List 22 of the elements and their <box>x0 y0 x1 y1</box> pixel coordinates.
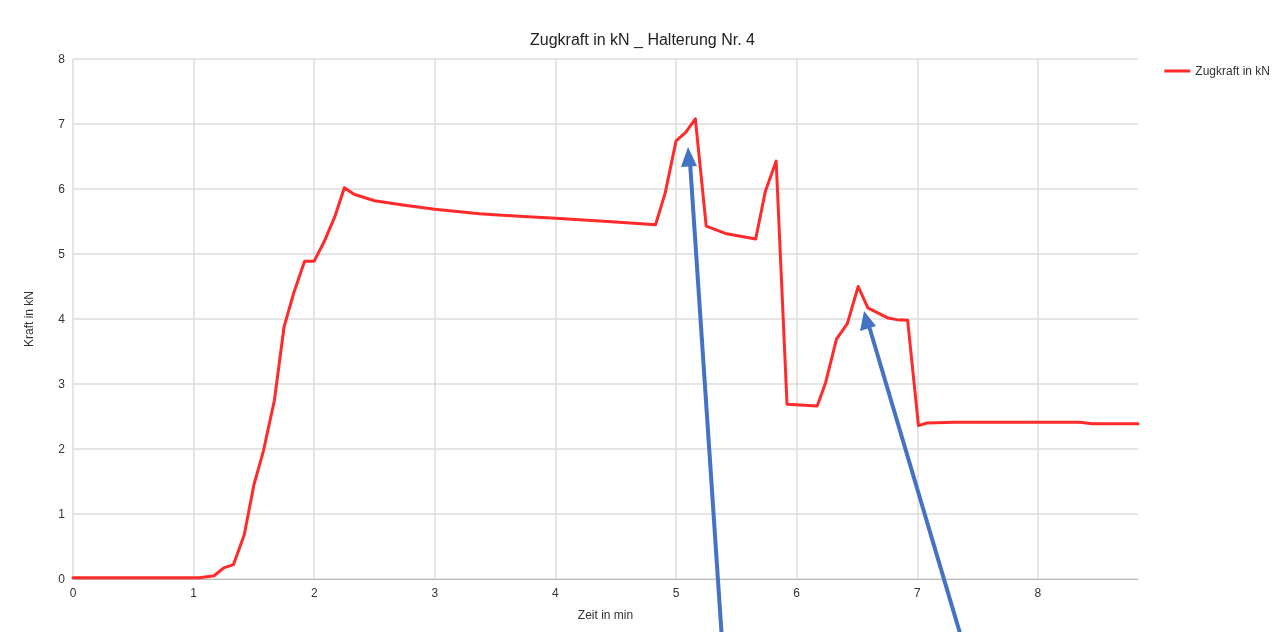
x-tick-label: 5 <box>672 586 680 600</box>
y-tick-label: 4 <box>58 312 66 326</box>
y-tick-label: 8 <box>58 52 66 66</box>
chart-title: Zugkraft in kN _ Halterung Nr. 4 <box>530 30 756 49</box>
legend-label: Zugkraft in kN <box>1195 64 1271 78</box>
x-tick-label: 6 <box>793 586 801 600</box>
y-tick-label: 6 <box>58 182 66 196</box>
x-tick-label: 8 <box>1034 586 1042 600</box>
x-tick-label: 3 <box>431 586 439 600</box>
y-tick-label: 5 <box>58 247 66 261</box>
y-tick-label: 7 <box>58 117 66 131</box>
y-axis-title: Kraft in kN <box>22 290 36 348</box>
y-tick-label: 0 <box>58 572 66 586</box>
y-tick-label: 1 <box>58 507 66 521</box>
x-tick-label: 1 <box>190 586 198 600</box>
x-tick-label: 2 <box>310 586 318 600</box>
y-tick-label: 2 <box>58 442 66 456</box>
y-tick-label: 3 <box>58 377 66 391</box>
x-tick-label: 7 <box>913 586 921 600</box>
x-tick-label: 4 <box>552 586 560 600</box>
x-tick-label: 0 <box>69 586 77 600</box>
x-axis-title: Zeit in min <box>577 608 634 622</box>
